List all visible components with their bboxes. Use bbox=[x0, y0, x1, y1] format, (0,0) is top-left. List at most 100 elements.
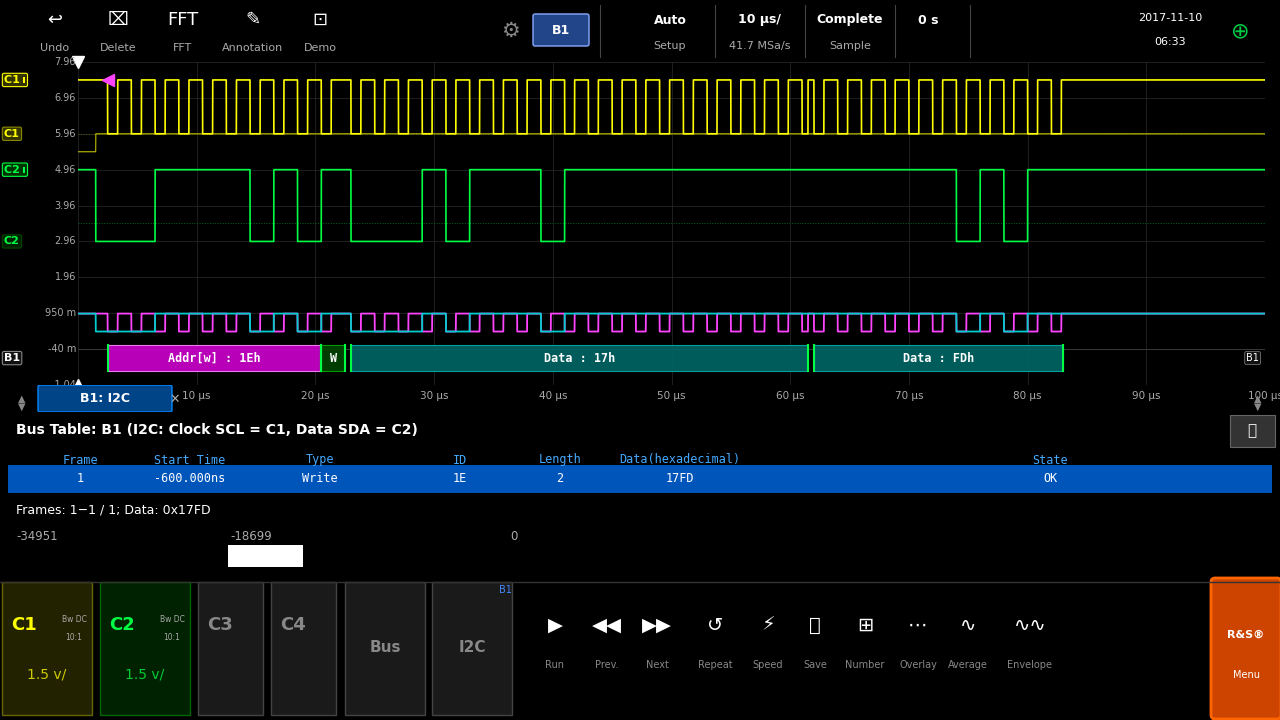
Bar bbox=[198, 582, 262, 715]
Text: ∿: ∿ bbox=[960, 616, 977, 634]
Text: 1E: 1E bbox=[453, 472, 467, 485]
Text: 4.96: 4.96 bbox=[55, 165, 76, 175]
Text: Demo: Demo bbox=[303, 43, 337, 53]
Text: 10 μs/: 10 μs/ bbox=[739, 14, 782, 27]
Text: 7.96: 7.96 bbox=[55, 57, 76, 67]
Text: Delete: Delete bbox=[100, 43, 136, 53]
Text: 5.96: 5.96 bbox=[55, 129, 76, 139]
Text: -34951: -34951 bbox=[15, 531, 58, 544]
Text: 10:1: 10:1 bbox=[164, 634, 180, 642]
Text: Length: Length bbox=[539, 454, 581, 467]
Text: R&S®: R&S® bbox=[1228, 630, 1265, 640]
Text: Start Time: Start Time bbox=[155, 454, 225, 467]
Text: C2 ı: C2 ı bbox=[4, 165, 26, 175]
Text: Envelope: Envelope bbox=[1007, 660, 1052, 670]
Text: 06:33: 06:33 bbox=[1155, 37, 1185, 47]
Text: -600.000ns: -600.000ns bbox=[155, 472, 225, 485]
Bar bbox=[228, 545, 303, 567]
FancyBboxPatch shape bbox=[38, 385, 172, 412]
Text: s: s bbox=[76, 391, 81, 401]
Bar bbox=[271, 582, 335, 715]
Text: ✕: ✕ bbox=[170, 392, 180, 405]
Text: ▲: ▲ bbox=[1254, 394, 1262, 404]
Text: Prev.: Prev. bbox=[595, 660, 618, 670]
Text: 10 μs: 10 μs bbox=[183, 391, 211, 401]
Text: Speed: Speed bbox=[753, 660, 783, 670]
Text: 1.5 v/: 1.5 v/ bbox=[125, 668, 165, 682]
Text: Number: Number bbox=[845, 660, 884, 670]
Text: Bw DC: Bw DC bbox=[61, 616, 87, 624]
Text: 1.5 v/: 1.5 v/ bbox=[27, 668, 67, 682]
Bar bbox=[433, 582, 512, 715]
Text: 100 μs: 100 μs bbox=[1248, 391, 1280, 401]
Text: ⌧: ⌧ bbox=[108, 11, 128, 29]
Text: ▼: ▼ bbox=[18, 402, 26, 412]
Text: C2: C2 bbox=[4, 236, 20, 246]
Text: C1: C1 bbox=[4, 129, 20, 139]
Text: Next: Next bbox=[645, 660, 668, 670]
Text: FFT: FFT bbox=[173, 43, 192, 53]
Text: C1 ı: C1 ı bbox=[4, 75, 26, 85]
Text: B1: B1 bbox=[499, 585, 512, 595]
Text: B1: B1 bbox=[1247, 353, 1260, 363]
Text: Frames: 1−1 / 1; Data: 0x17FD: Frames: 1−1 / 1; Data: 0x17FD bbox=[15, 503, 211, 516]
Text: ▼: ▼ bbox=[1254, 402, 1262, 412]
Text: Addr[w] : 1Eh: Addr[w] : 1Eh bbox=[168, 351, 261, 364]
Text: Data : 17h: Data : 17h bbox=[544, 351, 616, 364]
Text: 41.7 MSa/s: 41.7 MSa/s bbox=[730, 41, 791, 51]
Text: 6.96: 6.96 bbox=[55, 93, 76, 103]
Text: FFT: FFT bbox=[168, 11, 198, 29]
Text: 80 μs: 80 μs bbox=[1014, 391, 1042, 401]
Text: 17FD: 17FD bbox=[666, 472, 694, 485]
Text: -40 m: -40 m bbox=[47, 344, 76, 354]
Text: C3: C3 bbox=[207, 616, 233, 634]
Text: 40 μs: 40 μs bbox=[539, 391, 567, 401]
FancyBboxPatch shape bbox=[1211, 578, 1280, 719]
Text: 2.96: 2.96 bbox=[55, 236, 76, 246]
Text: C4: C4 bbox=[280, 616, 306, 634]
FancyBboxPatch shape bbox=[532, 14, 589, 46]
Text: 💾: 💾 bbox=[809, 616, 820, 634]
Text: 2: 2 bbox=[557, 472, 563, 485]
Bar bbox=[321, 345, 346, 371]
Text: Data(hexadecimal): Data(hexadecimal) bbox=[620, 454, 741, 467]
Text: Repeat: Repeat bbox=[698, 660, 732, 670]
Text: Write: Write bbox=[302, 472, 338, 485]
Text: ▶: ▶ bbox=[548, 616, 562, 634]
Text: ⚙: ⚙ bbox=[500, 21, 520, 41]
Text: Run: Run bbox=[545, 660, 564, 670]
Text: Save: Save bbox=[803, 660, 827, 670]
Text: OK: OK bbox=[1043, 472, 1057, 485]
Text: B1: B1 bbox=[4, 353, 20, 363]
Text: 1: 1 bbox=[77, 472, 83, 485]
Text: C1: C1 bbox=[12, 616, 37, 634]
Text: 1.96: 1.96 bbox=[55, 272, 76, 282]
Text: ✎: ✎ bbox=[246, 11, 261, 29]
Bar bbox=[100, 582, 189, 715]
Text: Overlay: Overlay bbox=[899, 660, 937, 670]
Text: Bw DC: Bw DC bbox=[160, 616, 184, 624]
Text: Type: Type bbox=[306, 454, 334, 467]
Text: 💾: 💾 bbox=[1248, 423, 1257, 438]
Text: -1.04: -1.04 bbox=[51, 380, 76, 390]
Bar bbox=[3, 582, 92, 715]
Text: Menu: Menu bbox=[1233, 670, 1260, 680]
Text: ◀◀: ◀◀ bbox=[591, 616, 622, 634]
Text: 950 m: 950 m bbox=[45, 308, 76, 318]
Text: ⋯: ⋯ bbox=[909, 616, 928, 634]
Bar bbox=[8, 465, 1272, 493]
Text: 3.96: 3.96 bbox=[55, 201, 76, 210]
Text: ▲: ▲ bbox=[18, 394, 26, 404]
Text: Setup: Setup bbox=[654, 41, 686, 51]
Text: Bus Table: B1 (I2C: Clock SCL = C1, Data SDA = C2): Bus Table: B1 (I2C: Clock SCL = C1, Data… bbox=[15, 423, 417, 437]
Text: 2017-11-10: 2017-11-10 bbox=[1138, 13, 1202, 23]
Text: C2: C2 bbox=[109, 616, 134, 634]
Text: Data : FDh: Data : FDh bbox=[902, 351, 974, 364]
Text: B1: B1 bbox=[552, 24, 570, 37]
Text: Frame: Frame bbox=[63, 454, 97, 467]
Text: ⊡: ⊡ bbox=[312, 11, 328, 29]
Text: Average: Average bbox=[948, 660, 988, 670]
Text: 0 s: 0 s bbox=[918, 14, 938, 27]
Text: 90 μs: 90 μs bbox=[1132, 391, 1161, 401]
Text: ⚡: ⚡ bbox=[762, 616, 774, 634]
